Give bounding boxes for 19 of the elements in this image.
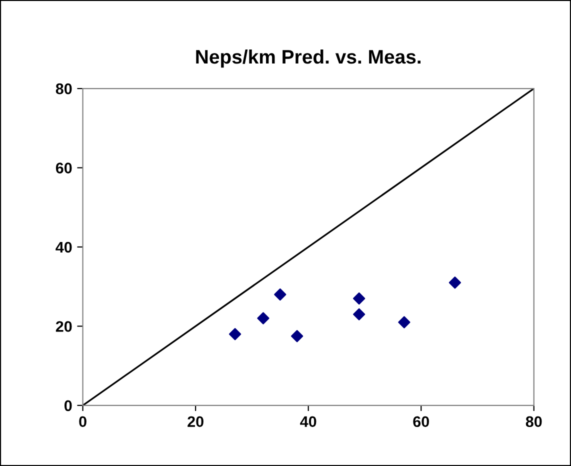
- point: [448, 276, 462, 289]
- x-tick-label: 80: [526, 416, 542, 428]
- chart-title: Neps/km Pred. vs. Meas.: [196, 49, 420, 68]
- point: [353, 308, 366, 320]
- y-tick-label: 0: [64, 400, 72, 412]
- y-tick-label: 20: [56, 321, 72, 332]
- point: [398, 316, 410, 328]
- x-tick-label: 40: [300, 416, 316, 428]
- point: [353, 292, 366, 305]
- point: [290, 330, 304, 342]
- y-tick-label: 40: [56, 242, 72, 253]
- point: [257, 312, 270, 324]
- point: [274, 288, 286, 301]
- point: [228, 328, 242, 340]
- x-tick-label: 60: [413, 416, 429, 428]
- y-tick-label: 60: [56, 162, 72, 174]
- x-tick-label: 0: [79, 416, 86, 428]
- y-tick-label: 80: [56, 83, 72, 94]
- x-tick-label: 20: [188, 416, 204, 428]
